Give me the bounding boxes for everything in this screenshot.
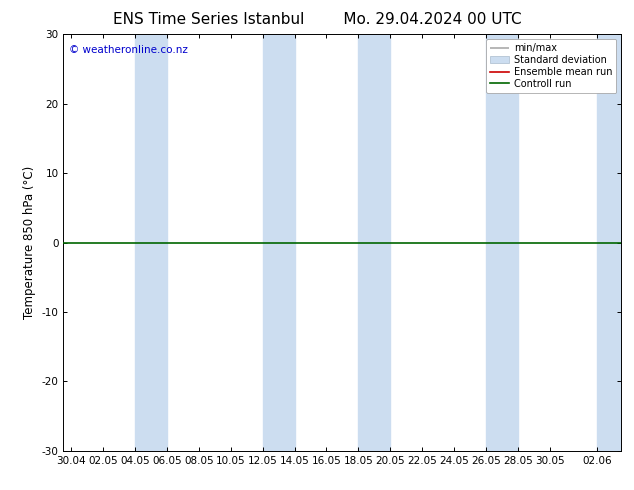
Bar <box>358 34 390 451</box>
Y-axis label: Temperature 850 hPa (°C): Temperature 850 hPa (°C) <box>23 166 36 319</box>
Text: © weatheronline.co.nz: © weatheronline.co.nz <box>69 45 188 55</box>
Bar <box>135 34 167 451</box>
Bar <box>262 34 295 451</box>
Legend: min/max, Standard deviation, Ensemble mean run, Controll run: min/max, Standard deviation, Ensemble me… <box>486 39 616 93</box>
Text: ENS Time Series Istanbul        Mo. 29.04.2024 00 UTC: ENS Time Series Istanbul Mo. 29.04.2024 … <box>113 12 521 27</box>
Bar <box>597 34 630 451</box>
Bar <box>486 34 518 451</box>
